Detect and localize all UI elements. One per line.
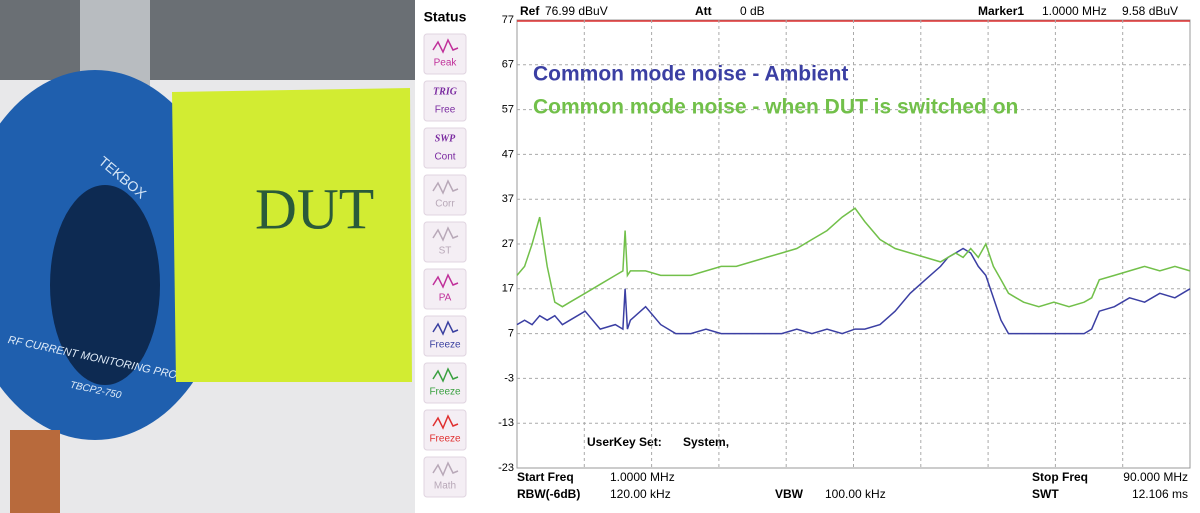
status-icon (432, 320, 459, 336)
status-icon (432, 414, 459, 430)
userkey-label: UserKey Set: (587, 435, 662, 449)
photo-top (0, 0, 415, 80)
y-tick-label: -3 (504, 372, 514, 384)
ref-label: Ref (520, 4, 540, 18)
status-title: Status (424, 9, 467, 25)
status-button-label: Math (434, 481, 456, 492)
swt-value: 12.106 ms (1132, 487, 1188, 501)
status-icon (432, 226, 459, 242)
stop-value: 90.000 MHz (1123, 470, 1188, 484)
status-button (423, 456, 467, 498)
att-label: Att (695, 4, 712, 18)
vbw-value: 100.00 kHz (825, 487, 886, 501)
status-button (423, 221, 467, 263)
y-tick-label: 17 (502, 283, 514, 295)
status-panel: Peak TRIG Free SWP Cont Corr ST PA Freeze Freeze F… (423, 33, 467, 498)
rbw-label: RBW(-6dB) (517, 487, 580, 501)
rbw-value: 120.00 kHz (610, 487, 671, 501)
start-value: 1.0000 MHz (610, 470, 675, 484)
status-icon (432, 273, 459, 289)
probe-hole (50, 185, 160, 385)
status-button-label: Cont (434, 152, 455, 163)
photo: TEKBOX RF CURRENT MONITORING PROBE TBCP2… (0, 0, 415, 513)
status-button-label: Freeze (429, 434, 461, 445)
y-tick-label: 27 (502, 238, 514, 250)
status-button (423, 268, 467, 310)
swt-label: SWT (1032, 487, 1059, 501)
vbw-label: VBW (775, 487, 804, 501)
y-tick-label: -23 (498, 462, 514, 474)
status-button (423, 80, 467, 122)
status-button-label: Free (435, 105, 456, 116)
stop-label: Stop Freq (1032, 470, 1088, 484)
y-tick-label: 37 (502, 193, 514, 205)
att-value: 0 dB (740, 4, 765, 18)
status-icon (432, 38, 459, 54)
legend-entry: Common mode noise - when DUT is switched… (533, 96, 1018, 119)
y-tick-label: 47 (502, 148, 514, 160)
status-icon (432, 461, 459, 477)
start-label: Start Freq (517, 470, 574, 484)
plot: 77 67 57 47 37 27 17 7 -3 -13 -23 Common mode noise… (498, 14, 1191, 474)
sticky-note (172, 88, 412, 382)
y-tick-label: 57 (502, 104, 514, 116)
trace (516, 247, 1191, 335)
dut-label: DUT (255, 176, 374, 241)
status-button (423, 33, 467, 75)
status-button (423, 174, 467, 216)
marker-label: Marker1 (978, 4, 1024, 18)
y-tick-label: 77 (502, 14, 514, 26)
status-button (423, 315, 467, 357)
status-button-top: SWP (435, 133, 456, 144)
status-button-label: PA (439, 293, 452, 304)
status-icon (432, 179, 459, 195)
y-tick-label: 67 (502, 59, 514, 71)
copper (10, 430, 60, 513)
status-button-label: Freeze (429, 387, 461, 398)
marker-freq: 1.0000 MHz (1042, 4, 1107, 18)
y-tick-label: 7 (508, 328, 514, 340)
legend-entry: Common mode noise - Ambient (533, 63, 848, 86)
userkey-value: System, (683, 435, 729, 449)
status-button (423, 362, 467, 404)
y-tick-label: -13 (498, 417, 514, 429)
status-button (423, 409, 467, 451)
status-button-top: TRIG (433, 86, 458, 97)
status-button (423, 127, 467, 169)
status-button-label: Corr (435, 199, 455, 210)
marker-level: 9.58 dBuV (1122, 4, 1178, 18)
trace (516, 207, 1191, 308)
status-button-label: Freeze (429, 340, 461, 351)
status-icon (432, 367, 459, 383)
status-button-label: ST (439, 246, 452, 257)
ref-value: 76.99 dBuV (545, 4, 608, 18)
status-button-label: Peak (434, 58, 458, 69)
